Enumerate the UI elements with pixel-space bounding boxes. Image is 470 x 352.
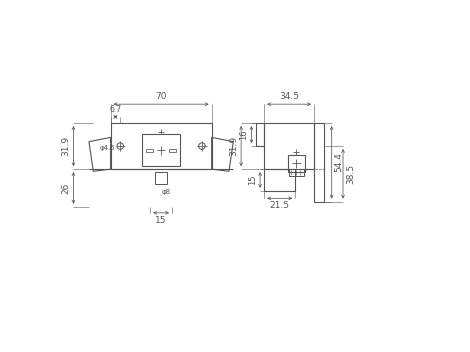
Bar — [142, 134, 180, 166]
Bar — [289, 169, 304, 176]
Text: 21.5: 21.5 — [270, 201, 290, 210]
Text: 34.5: 34.5 — [279, 92, 299, 101]
Bar — [156, 172, 167, 183]
Text: 15: 15 — [156, 216, 167, 225]
Text: 6.7: 6.7 — [110, 105, 121, 114]
Bar — [314, 123, 324, 202]
Text: 31.9: 31.9 — [229, 136, 238, 156]
Text: φ4.5: φ4.5 — [100, 145, 116, 151]
Bar — [264, 169, 295, 191]
Text: 54.4: 54.4 — [335, 152, 344, 172]
Text: 26: 26 — [62, 182, 70, 194]
Bar — [288, 155, 305, 172]
Text: φ8: φ8 — [161, 189, 170, 195]
Text: 15: 15 — [248, 175, 257, 185]
Text: 31.9: 31.9 — [62, 136, 70, 156]
Text: 70: 70 — [156, 92, 167, 101]
Bar — [169, 149, 176, 152]
Bar — [146, 149, 153, 152]
Text: 38.5: 38.5 — [346, 164, 355, 184]
Bar — [256, 123, 264, 146]
Bar — [264, 123, 314, 169]
Text: 16: 16 — [239, 129, 248, 140]
Bar — [110, 123, 212, 169]
